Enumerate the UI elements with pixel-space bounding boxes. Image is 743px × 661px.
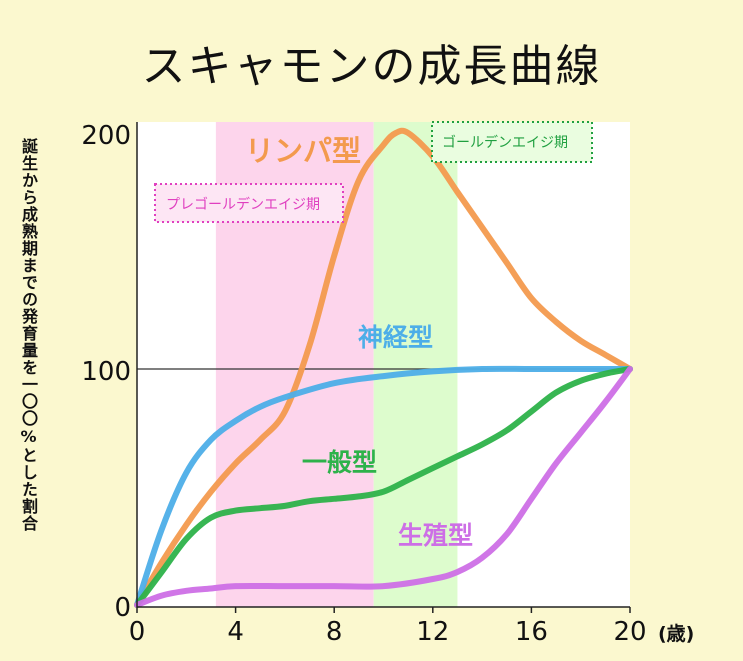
period-band-1 xyxy=(373,122,458,607)
y-tick-label-100: 100 xyxy=(81,357,131,387)
x-tick-label-4: 4 xyxy=(227,617,244,647)
x-tick-label-12: 12 xyxy=(416,617,449,647)
general-series-line xyxy=(134,366,633,608)
y-tick-label-0: 0 xyxy=(114,593,131,623)
chart-title: スキャモンの成長曲線 xyxy=(141,41,602,92)
neural-series-line xyxy=(134,365,633,608)
pre-golden-age-label: プレゴールデンエイジ期 xyxy=(166,196,320,213)
lymphoid-series-label: リンパ型 xyxy=(245,134,361,168)
golden-age-label: ゴールデンエイジ期 xyxy=(442,134,568,151)
reproductive-series-line xyxy=(134,366,633,608)
y-tick-label-200: 200 xyxy=(81,121,131,151)
x-tick-label-20: 20 xyxy=(613,617,646,647)
x-tick-label-16: 16 xyxy=(515,617,548,647)
pre-golden-age-callout-box xyxy=(154,183,344,223)
x-axis-label: (歳) xyxy=(658,623,694,645)
neural-series-label: 神経型 xyxy=(358,323,433,352)
general-series-label: 一般型 xyxy=(302,448,377,477)
golden-age-callout-box xyxy=(431,121,593,163)
y-axis-label: 誕生から成熟期までの発育量を一〇〇%とした割合 xyxy=(19,138,38,532)
x-tick-label-0: 0 xyxy=(129,617,146,647)
reproductive-series-label: 生殖型 xyxy=(398,521,473,550)
x-tick-label-8: 8 xyxy=(326,617,343,647)
lymphoid-series-line xyxy=(134,127,633,608)
